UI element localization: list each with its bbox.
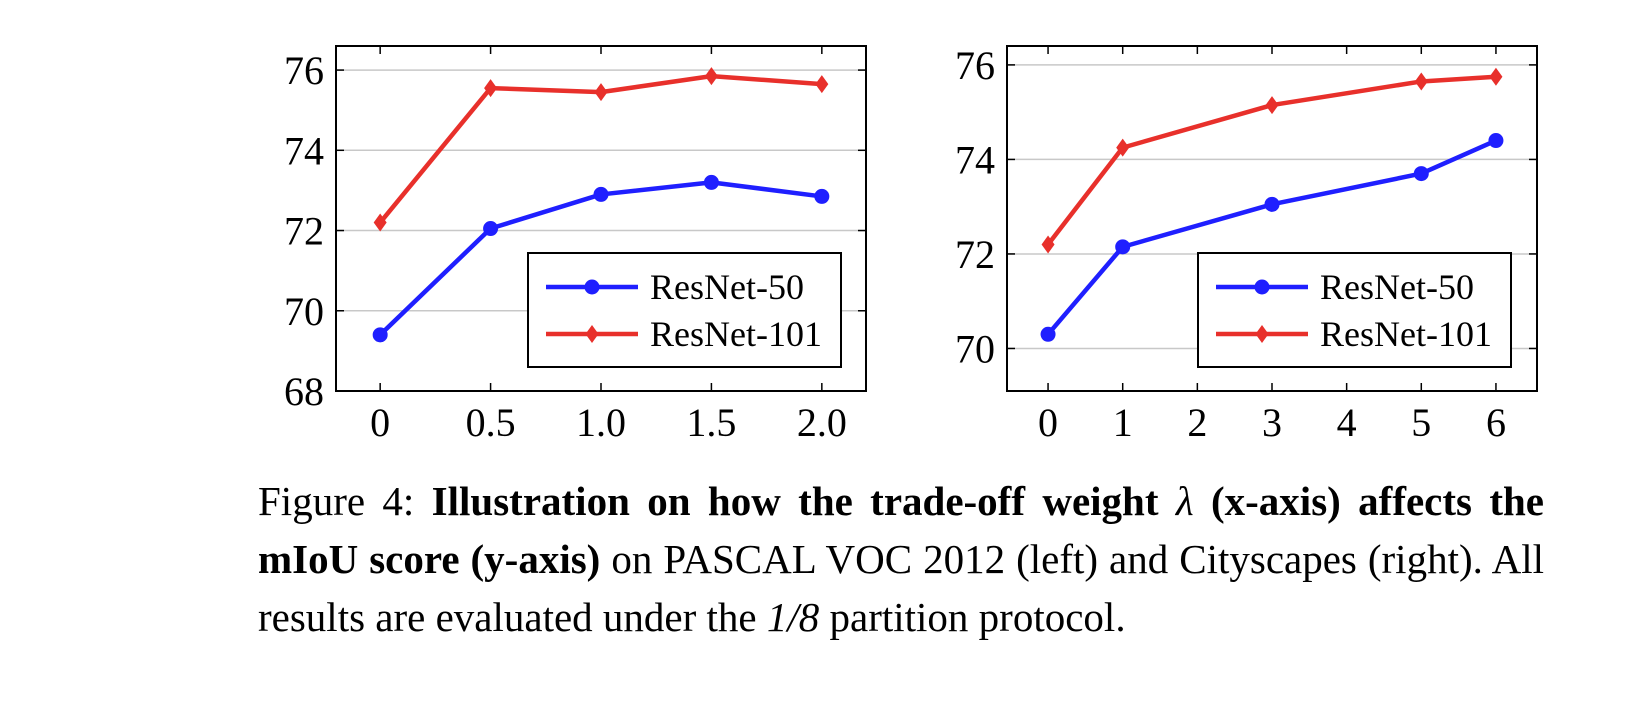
x-tick-label: 1.0 xyxy=(576,400,626,445)
legend-label: ResNet-101 xyxy=(650,314,822,354)
data-point xyxy=(373,213,387,232)
data-point xyxy=(1413,166,1429,182)
series-resnet-50 xyxy=(372,174,830,343)
caption-text-part-1: on PASCAL VOC 2012 (left) and Cityscapes… xyxy=(258,536,1544,640)
data-point xyxy=(1488,133,1504,149)
y-tick-label: 74 xyxy=(284,128,324,173)
legend: ResNet-50 ResNet-101 xyxy=(1197,252,1512,368)
y-tick-label: 70 xyxy=(284,289,324,334)
series-resnet-101 xyxy=(1041,67,1503,254)
caption-fraction: 1/8 xyxy=(766,594,820,640)
y-tick-label: 74 xyxy=(955,137,995,182)
data-point xyxy=(1489,67,1503,86)
data-point xyxy=(1414,72,1428,91)
caption-prefix: Figure 4: xyxy=(258,478,432,524)
y-tick-label: 76 xyxy=(955,43,995,88)
data-point xyxy=(483,221,499,237)
data-point xyxy=(1265,96,1279,115)
series-resnet-101 xyxy=(373,67,829,232)
x-tick-label: 2 xyxy=(1187,400,1207,445)
caption-bold-part-2: (x-axis) affects the mIoU score (y-axis) xyxy=(258,478,1544,582)
x-tick-label: 5 xyxy=(1411,400,1431,445)
data-point xyxy=(594,83,608,102)
x-tick-label: 3 xyxy=(1262,400,1282,445)
x-tick-label: 0 xyxy=(370,400,390,445)
data-point xyxy=(1040,326,1056,342)
caption-lambda-symbol: λ xyxy=(1175,478,1194,524)
series-resnet-50 xyxy=(1040,133,1504,342)
data-point xyxy=(703,174,719,190)
data-point xyxy=(1116,138,1130,157)
x-tick-label: 1 xyxy=(1113,400,1133,445)
legend-box xyxy=(527,252,842,368)
x-tick-label: 6 xyxy=(1486,400,1506,445)
caption-text-part-2: partition protocol. xyxy=(819,594,1126,640)
x-tick-label: 1.5 xyxy=(686,400,736,445)
figure-caption: Figure 4: Illustration on how the trade-… xyxy=(258,472,1544,646)
plot-frame xyxy=(335,45,867,392)
y-tick-label: 68 xyxy=(284,369,324,414)
legend-marker xyxy=(1254,279,1270,295)
y-tick-label: 76 xyxy=(284,48,324,93)
chart-left-pascal-voc: 68 70 72 74 76 0 0.5 1.0 1.5 2.0 ResNet-50 ResNet-1… xyxy=(284,45,867,445)
data-point xyxy=(1041,235,1055,254)
legend-label: ResNet-50 xyxy=(650,267,804,307)
data-point xyxy=(593,186,609,202)
data-point xyxy=(1264,196,1280,212)
legend-marker xyxy=(584,279,600,295)
data-point xyxy=(484,79,498,98)
y-tick-label: 72 xyxy=(284,209,324,254)
data-point xyxy=(372,327,388,343)
legend-box xyxy=(1197,252,1512,368)
legend-label: ResNet-50 xyxy=(1320,267,1474,307)
legend-marker xyxy=(585,325,599,343)
figure-charts: 68 70 72 74 76 0 0.5 1.0 1.5 2.0 ResNet-50 ResNet-1… xyxy=(284,43,1538,445)
legend: ResNet-50 ResNet-101 xyxy=(527,252,842,368)
plot-frame xyxy=(1006,45,1538,392)
data-point xyxy=(1115,239,1131,255)
data-point xyxy=(704,67,718,86)
legend-marker xyxy=(1255,325,1269,343)
x-tick-label: 4 xyxy=(1337,400,1357,445)
y-tick-label: 70 xyxy=(955,326,995,371)
data-point xyxy=(815,75,829,94)
chart-right-cityscapes: 70 72 74 76 0 1 2 3 4 5 6 ResNet-50 ResNet-101 xyxy=(955,43,1538,445)
x-tick-label: 2.0 xyxy=(797,400,847,445)
x-tick-label: 0.5 xyxy=(466,400,516,445)
y-tick-label: 72 xyxy=(955,232,995,277)
legend-label: ResNet-101 xyxy=(1320,314,1492,354)
caption-bold-part-1: Illustration on how the trade-off weight xyxy=(431,478,1176,524)
data-point xyxy=(814,188,830,204)
x-tick-label: 0 xyxy=(1038,400,1058,445)
